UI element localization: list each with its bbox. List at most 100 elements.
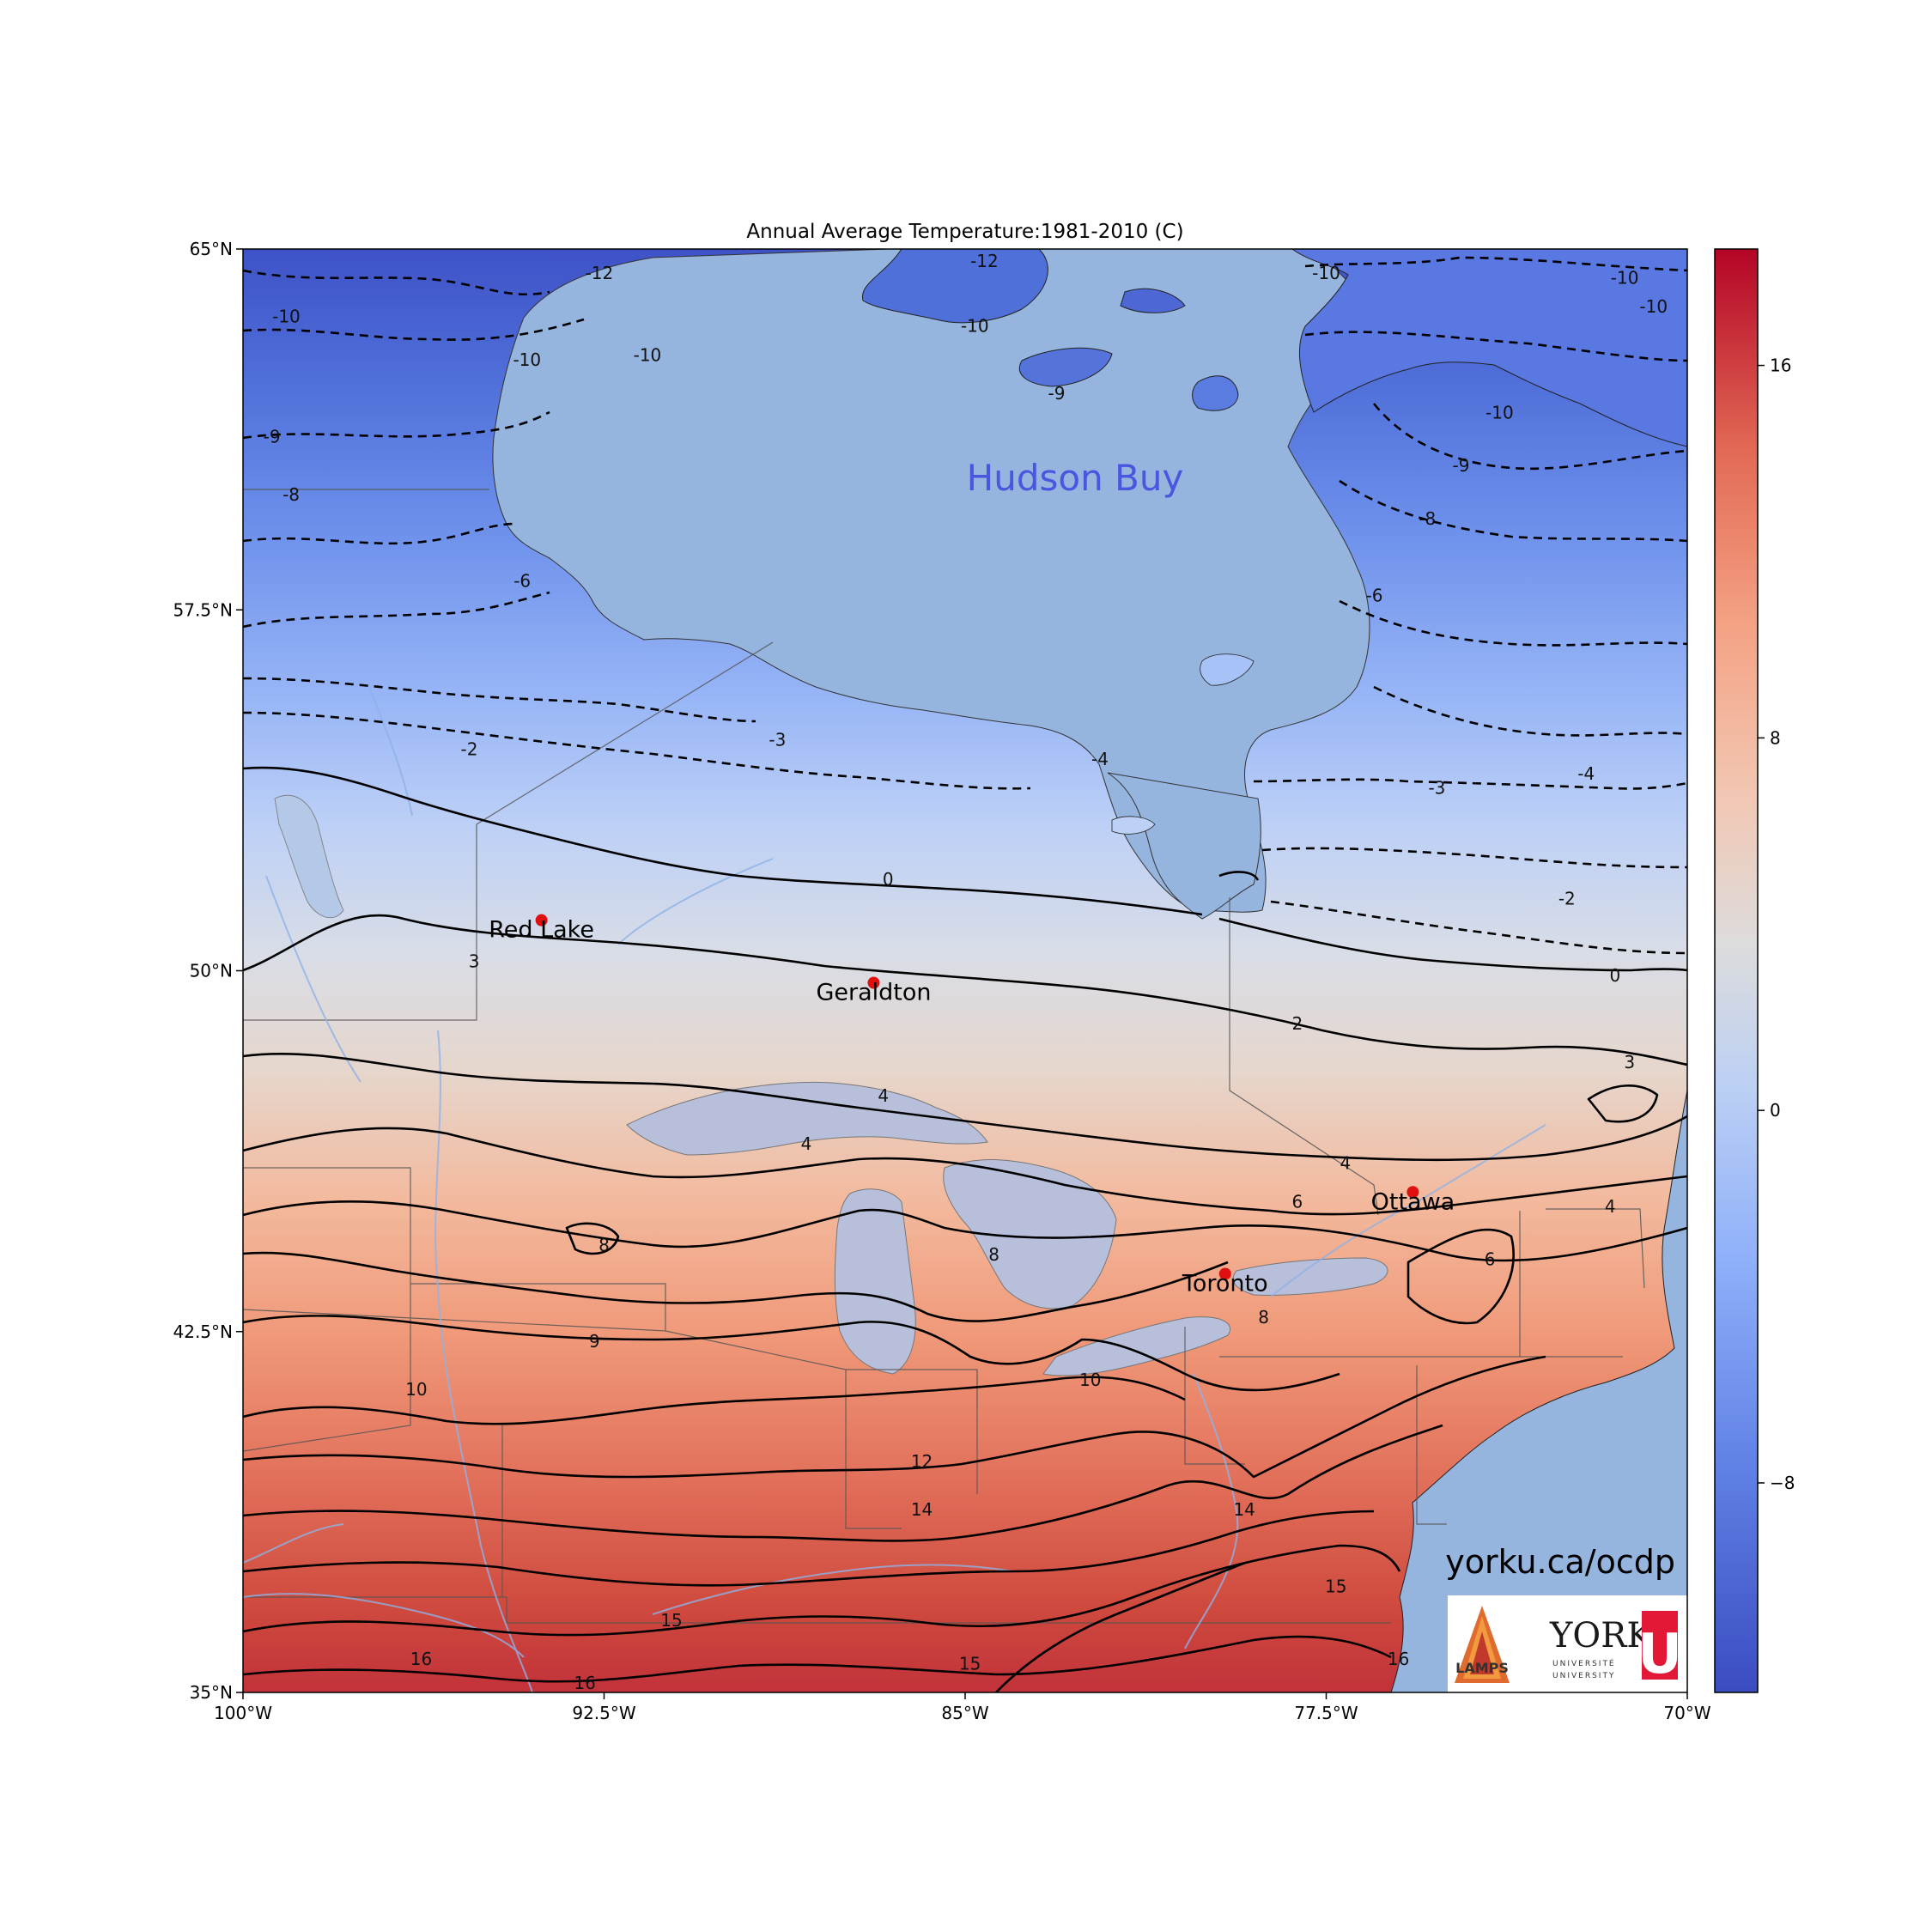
lake-erie [1042, 1316, 1230, 1376]
contour-label: -8 [1419, 508, 1436, 529]
lat-tick-label: 35°N [190, 1682, 233, 1703]
contour-label: 4 [1340, 1153, 1352, 1174]
contour-label: -8 [283, 484, 300, 505]
contour-label: 4 [1605, 1196, 1616, 1217]
york-university-logo: YORK UNIVERSITÉ UNIVERSITY U [1549, 1611, 1682, 1686]
map-title: Annual Average Temperature:1981-2010 (C) [746, 221, 1183, 243]
contour-label: 2 [1291, 1013, 1303, 1034]
atlantic-ocean [1390, 1090, 1687, 1692]
lon-tick-label: 85°W [941, 1703, 988, 1723]
contour-label: -9 [1048, 383, 1066, 404]
city-label: Geraldton [816, 980, 931, 1006]
contour-label: 8 [1258, 1307, 1269, 1327]
hudson-bay-label: Hudson Buy [967, 457, 1184, 499]
lat-tick-label: 50°N [190, 961, 233, 981]
city-marker-dot[interactable] [535, 914, 548, 927]
contour-label: 16 [410, 1649, 432, 1669]
contour-label: 0 [1610, 965, 1621, 986]
contour-label: -9 [264, 427, 281, 447]
rivers [243, 686, 1546, 1692]
contour-label: 9 [589, 1331, 600, 1352]
colorbar: 16 8 0 −8 [1714, 248, 1795, 1693]
credit-url: yorku.ca/ocdp [1445, 1543, 1675, 1581]
contour-label: 14 [911, 1499, 933, 1520]
colorbar-tick-label: 16 [1770, 355, 1791, 376]
colorbar-tick-label: 0 [1770, 1100, 1781, 1121]
longitude-ticks: 100°W 92.5°W 85°W 77.5°W 70°W [214, 1692, 1711, 1723]
city-marker-dot[interactable] [867, 976, 880, 989]
lake-winnipeg [274, 794, 344, 919]
contour-label: -6 [513, 571, 531, 592]
contour-label: -3 [1428, 778, 1445, 799]
contour-label: -10 [1611, 268, 1639, 289]
contour-label: 8 [988, 1244, 999, 1265]
contour-label: 15 [959, 1653, 981, 1674]
svg-text:U: U [1637, 1623, 1682, 1686]
contour-label: -3 [769, 730, 786, 750]
contour-label: -10 [961, 316, 989, 337]
contour-labels: -12-12-10-10 -10-10-10 -10-10-10-9-9-9-8-8… [264, 251, 1668, 1693]
lon-tick-label: 70°W [1663, 1703, 1710, 1723]
lon-tick-label: 77.5°W [1294, 1703, 1358, 1723]
city-marker-dot[interactable] [1218, 1267, 1231, 1280]
contour-label: 4 [878, 1085, 889, 1106]
contour-label: 4 [801, 1133, 812, 1154]
city-markers: Red Lake Geraldton Ottawa Toronto [489, 914, 1455, 1297]
svg-text:UNIVERSITY: UNIVERSITY [1552, 1672, 1615, 1680]
contour-label: 16 [1388, 1649, 1409, 1669]
lat-tick-label: 65°N [190, 239, 233, 259]
lake-michigan [834, 1188, 916, 1375]
colorbar-tick-label: −8 [1770, 1473, 1795, 1493]
contour-label: 3 [1624, 1052, 1635, 1072]
contour-label: 6 [1291, 1191, 1303, 1212]
city-label: Red Lake [489, 917, 594, 944]
contour-label: 0 [883, 869, 894, 890]
akimiski-island [1111, 816, 1156, 835]
contour-label: -2 [1558, 888, 1576, 908]
city-marker-dot[interactable] [1406, 1186, 1419, 1199]
island-south [862, 249, 1048, 324]
map-area[interactable]: -12-12-10-10 -10-10-10 -10-10-10-9-9-9-8-8… [243, 249, 1687, 1693]
svg-text:LAMPS: LAMPS [1455, 1660, 1509, 1676]
contour-label: 10 [405, 1379, 427, 1400]
contour-label: 12 [911, 1451, 933, 1472]
contour-label: -10 [513, 349, 541, 370]
latitude-ticks: 65°N 57.5°N 50°N 42.5°N 35°N [173, 239, 243, 1703]
contour-label: 14 [1233, 1499, 1255, 1520]
logo-panel: LAMPS YORK UNIVERSITÉ UNIVERSITY U [1448, 1595, 1687, 1692]
isotherm-contours [243, 256, 1687, 1692]
colorbar-ticks: 16 8 0 −8 [1758, 355, 1795, 1493]
contour-label: -9 [1453, 455, 1470, 476]
svg-text:YORK: YORK [1549, 1616, 1653, 1656]
svg-text:UNIVERSITÉ: UNIVERSITÉ [1552, 1658, 1616, 1668]
lon-tick-label: 100°W [214, 1703, 272, 1723]
contour-label: -4 [1577, 763, 1595, 784]
contour-label: 3 [469, 951, 480, 971]
city-label: Toronto [1182, 1271, 1268, 1297]
hudson-bay [492, 249, 1392, 913]
contour-label: 8 [598, 1235, 610, 1255]
contour-label: 15 [660, 1610, 682, 1631]
lat-tick-label: 57.5°N [173, 599, 234, 620]
contour-label: -6 [1366, 585, 1383, 605]
contour-label: -10 [1485, 403, 1514, 423]
contour-label: 10 [1079, 1370, 1101, 1390]
contour-label: -4 [1091, 749, 1109, 769]
contour-label: -10 [272, 306, 301, 326]
island-mansel [1192, 375, 1239, 411]
contour-label: -12 [586, 263, 614, 283]
lake-superior [626, 1081, 988, 1156]
contour-label: -10 [1312, 263, 1340, 283]
lake-huron [943, 1159, 1117, 1309]
contour-label: 15 [1325, 1577, 1346, 1597]
contour-label: -10 [1639, 296, 1668, 317]
city-label: Ottawa [1371, 1188, 1455, 1215]
lat-tick-label: 42.5°N [173, 1321, 234, 1342]
island-nw-lobe [1120, 288, 1186, 313]
contour-label: -10 [634, 344, 662, 365]
contour-label: -2 [461, 739, 478, 760]
belcher-islands [1200, 653, 1255, 686]
contour-label: -12 [970, 251, 999, 271]
contour-label: 16 [574, 1673, 595, 1693]
